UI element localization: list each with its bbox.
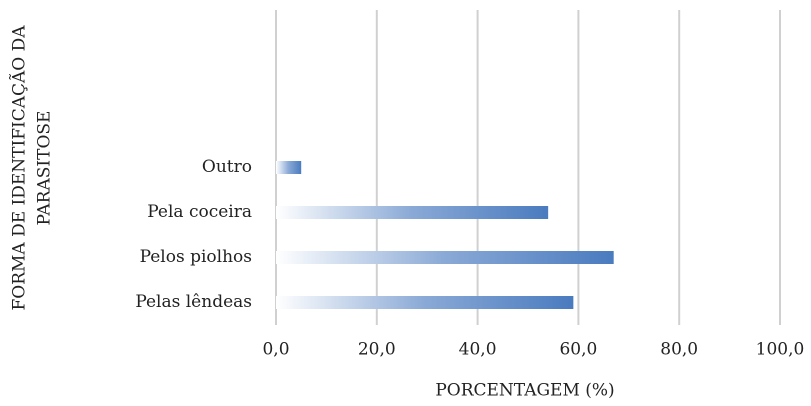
y-tick-label: Outro: [202, 157, 252, 177]
y-tick-label: Pelos piolhos: [140, 247, 252, 267]
bar: [276, 206, 549, 219]
y-axis-label: FORMA DE IDENTIFICAÇÃO DA: [9, 25, 30, 311]
y-tick-label: Pela coceira: [147, 202, 252, 222]
y-tick-label: Pelas lêndeas: [135, 292, 252, 312]
bar: [276, 251, 614, 264]
bar: [276, 296, 574, 309]
bar: [276, 161, 302, 174]
x-axis-label: PORCENTAGEM (%): [435, 381, 614, 401]
x-tick-label: 80,0: [660, 340, 698, 360]
x-tick-label: 20,0: [358, 340, 396, 360]
x-tick-label: 0,0: [262, 340, 289, 360]
x-tick-label: 60,0: [559, 340, 597, 360]
x-tick-label: 100,0: [756, 340, 805, 360]
x-tick-label: 40,0: [459, 340, 497, 360]
y-axis-label: PARASITOSE: [35, 111, 55, 226]
